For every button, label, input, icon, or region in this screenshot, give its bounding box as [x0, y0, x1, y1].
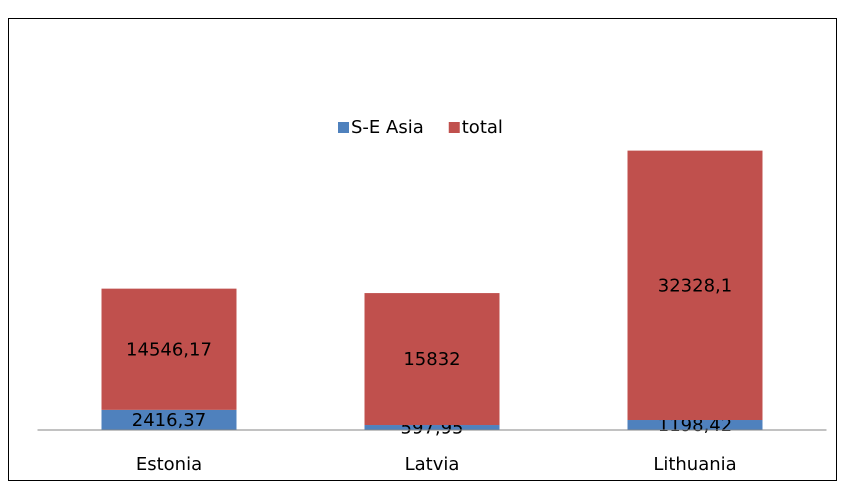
x-tick-label: Estonia [136, 454, 202, 475]
bar-segment [364, 425, 500, 430]
bar-segment [364, 293, 500, 426]
legend-swatch [338, 122, 349, 133]
x-tick-label: Latvia [405, 454, 460, 475]
x-tick-label: Lithuania [653, 454, 736, 475]
data-label: 15832 [403, 349, 460, 370]
data-label: 1198,42 [658, 415, 732, 436]
data-label: 14546,17 [126, 339, 212, 360]
data-label: 2416,37 [132, 410, 206, 431]
legend-swatch [448, 122, 460, 133]
legend-label: total [462, 117, 503, 138]
legend-label: S-E Asia [351, 117, 424, 138]
bar-segment [101, 288, 237, 410]
data-label: 32328,1 [658, 275, 732, 296]
bar-segment [101, 409, 237, 430]
bar-segment [627, 420, 763, 430]
bar-segment [627, 150, 763, 421]
